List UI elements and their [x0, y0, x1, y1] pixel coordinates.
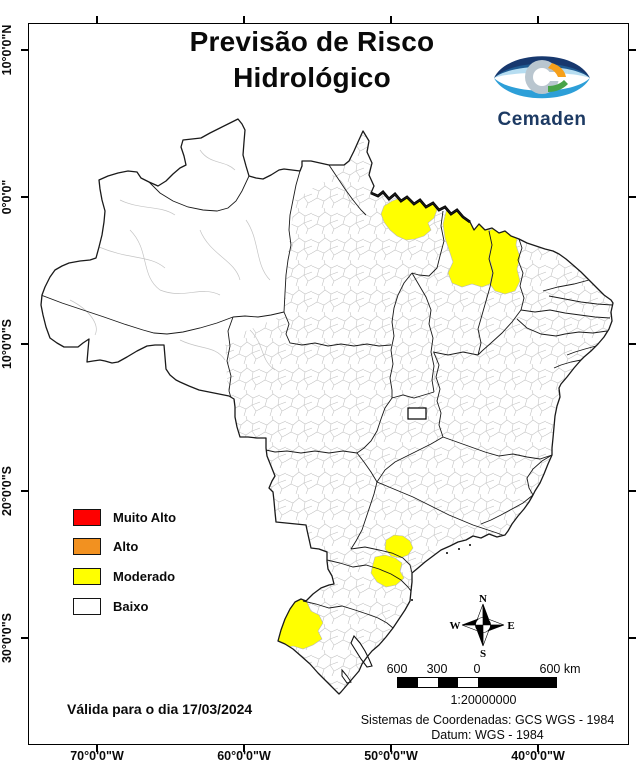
coordinate-system-line: Sistemas de Coordenadas: GCS WGS - 1984 [360, 713, 615, 727]
tick-bottom-40w [537, 745, 539, 752]
map-title: Previsão de Risco Hidrológico [92, 24, 532, 96]
y-axis-label-10s: 10°0'0"S [0, 318, 14, 370]
risk-areas-moderado [270, 195, 521, 650]
scale-ratio: 1:20000000 [450, 693, 517, 707]
y-axis-label-20s: 20°0'0"S [0, 465, 14, 517]
tick-bottom-50w [390, 745, 392, 752]
x-axis-label-70w: 70°0'0"W [70, 749, 124, 763]
legend-item-baixo: Baixo [73, 597, 148, 615]
legend-swatch-baixo [73, 597, 101, 615]
compass-w-label: W [450, 620, 461, 632]
tick-right-30s [629, 637, 636, 639]
scale-segment [418, 678, 438, 687]
cemaden-logo-text: Cemaden [497, 109, 587, 130]
y-axis-label-10n: 10°0'0"N [0, 24, 14, 76]
compass-e-label: E [507, 620, 514, 632]
x-axis-label-60w: 60°0'0"W [217, 749, 271, 763]
legend-swatch-alto [73, 537, 101, 555]
tick-right-10n [629, 49, 636, 51]
tick-right-0 [629, 196, 636, 198]
legend-label-baixo: Baixo [113, 598, 149, 614]
scale-segment [458, 678, 478, 687]
scalebar-label-300: 300 [426, 662, 448, 676]
x-axis-label-50w: 50°0'0"W [364, 749, 418, 763]
tick-left-20s [21, 490, 28, 492]
tick-bottom-60w [243, 745, 245, 752]
legend-label-moderado: Moderado [113, 568, 176, 584]
tick-top-50w [390, 16, 392, 23]
legend-swatch-muito-alto [73, 508, 101, 526]
scalebar-label-0: 0 [473, 662, 481, 676]
tick-left-30s [21, 637, 28, 639]
y-axis-label-30s: 30°0'0"S [0, 612, 14, 664]
compass-rose: N S W E [450, 593, 515, 659]
legend-item-alto: Alto [73, 537, 138, 555]
compass-s-label: S [480, 648, 486, 659]
tick-left-10n [21, 49, 28, 51]
legend-item-moderado: Moderado [73, 567, 175, 585]
scale-segment [478, 678, 556, 687]
scalebar-label-600km: 600 km [539, 662, 581, 676]
legend-label-muito-alto: Muito Alto [113, 509, 177, 525]
brazil-outline [40, 118, 614, 695]
x-axis-label-40w: 40°0'0"W [511, 749, 565, 763]
map-title-line1: Previsão de Risco [189, 26, 435, 57]
scale-segment [398, 678, 418, 687]
tick-top-70w [96, 16, 98, 23]
map-frame [28, 23, 629, 745]
y-axis-label-0: 0°0'0" [0, 179, 14, 215]
scalebar-label-600-left: 600 [386, 662, 408, 676]
legend-item-muito-alto: Muito Alto [73, 508, 176, 526]
validity-date: Válida para o dia 17/03/2024 [67, 701, 253, 717]
datum-line: Datum: WGS - 1984 [431, 727, 544, 742]
tick-left-10s [21, 343, 28, 345]
legend-label-alto: Alto [113, 538, 139, 554]
tick-left-0 [21, 196, 28, 198]
tick-top-40w [537, 16, 539, 23]
map-title-line2: Hidrológico [233, 62, 391, 93]
tick-bottom-70w [96, 745, 98, 752]
scale-segment [438, 678, 458, 687]
risk-area-sc-south [370, 554, 405, 588]
legend-swatch-moderado [73, 567, 101, 585]
state-boundaries [41, 164, 613, 629]
tick-top-60w [243, 16, 245, 23]
scale-bar [397, 677, 557, 688]
cemaden-logo-icon [494, 56, 590, 99]
coastal-features [341, 544, 471, 684]
tick-right-20s [629, 490, 636, 492]
compass-n-label: N [479, 593, 487, 605]
tick-right-10s [629, 343, 636, 345]
distrito-federal-box [407, 407, 427, 420]
coordinate-system-note: Sistemas de Coordenadas: GCS WGS - 1984 … [347, 713, 628, 742]
